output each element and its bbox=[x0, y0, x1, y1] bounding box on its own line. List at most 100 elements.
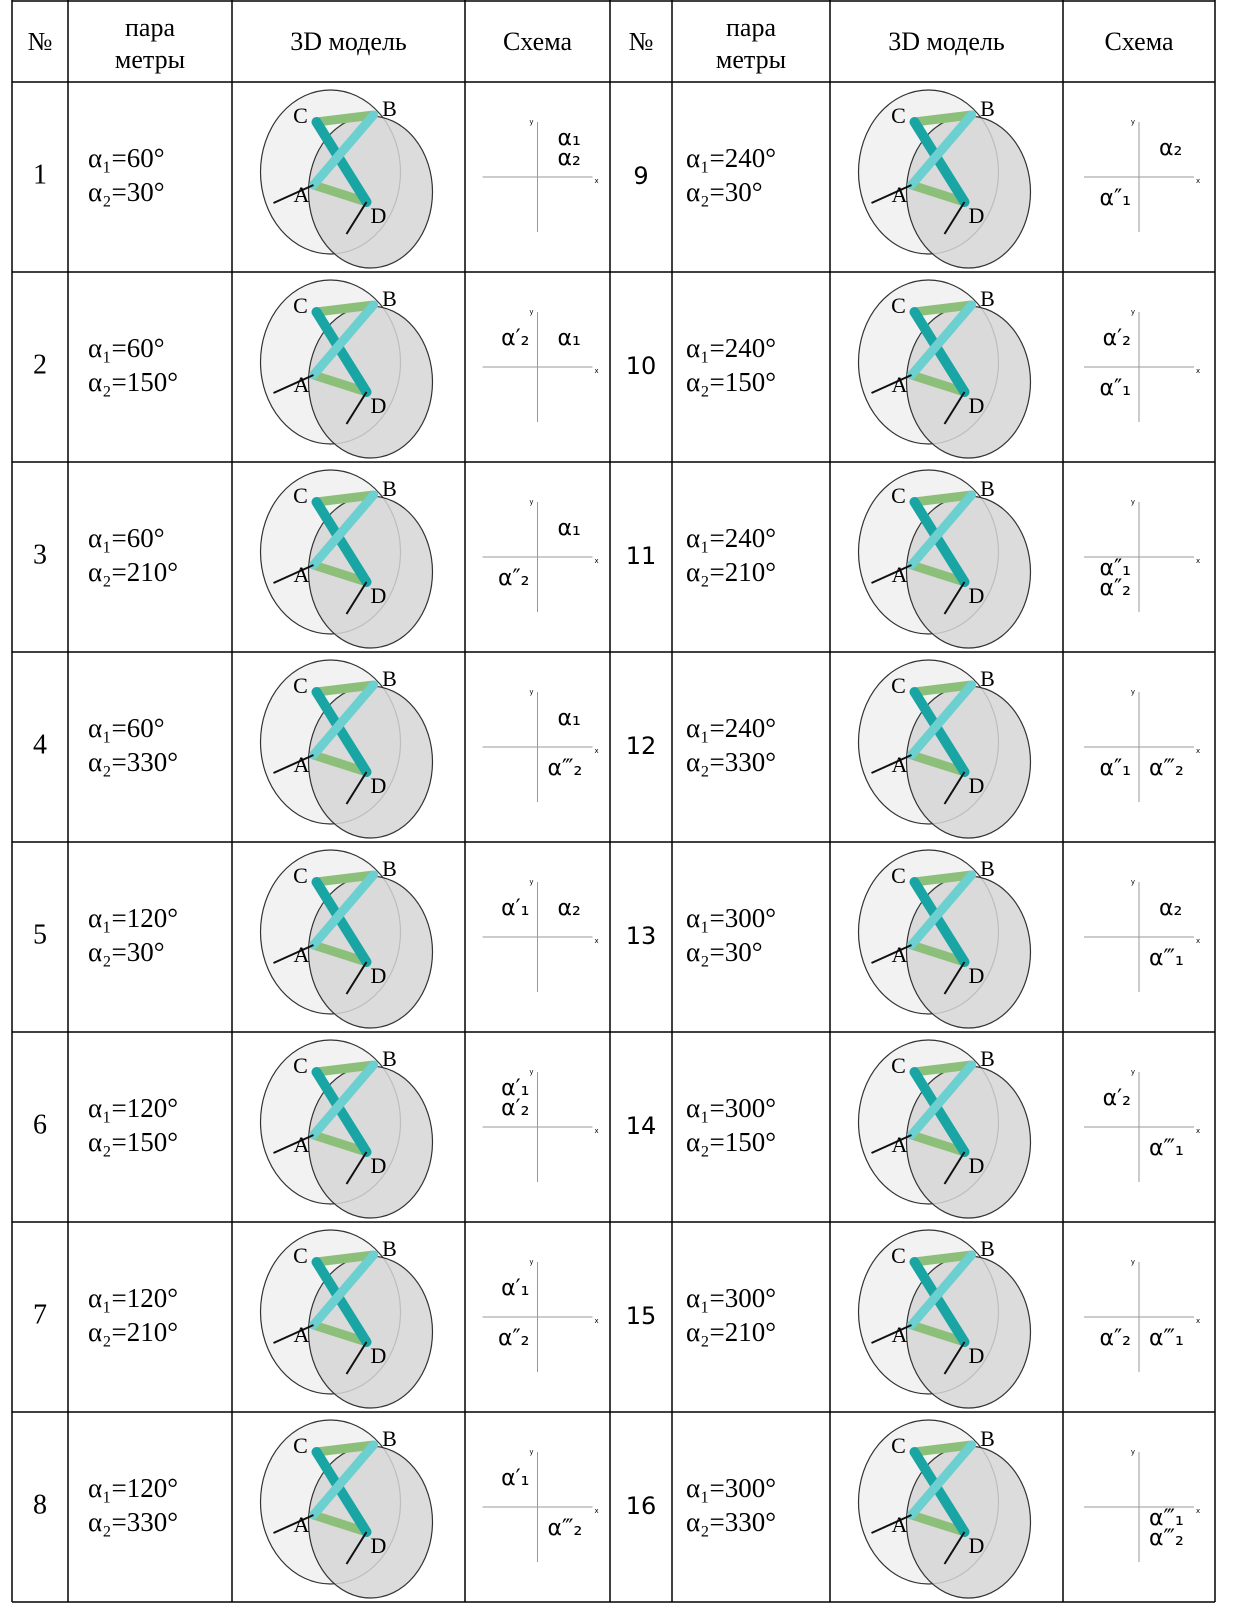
param: α₂=330° bbox=[686, 1507, 776, 1537]
scheme-label: α‴₁ bbox=[1149, 1326, 1184, 1351]
header-params: метры bbox=[115, 45, 185, 74]
param: α₂=210° bbox=[686, 1317, 776, 1347]
model-label: B bbox=[382, 96, 397, 121]
model-label: A bbox=[892, 1132, 908, 1157]
model-label: B bbox=[382, 1046, 397, 1071]
model-label: B bbox=[980, 856, 995, 881]
scheme-label: α″₂ bbox=[498, 566, 530, 591]
axis-label: y bbox=[529, 308, 533, 316]
row-number: 5 bbox=[33, 919, 47, 950]
param: α₂=30° bbox=[686, 937, 763, 967]
model-figure: ABCD bbox=[261, 470, 433, 648]
model-label: D bbox=[969, 393, 985, 418]
model-label: D bbox=[371, 1343, 387, 1368]
param: α₂=330° bbox=[88, 747, 178, 777]
model-label: B bbox=[980, 286, 995, 311]
model-label: C bbox=[891, 483, 906, 508]
param: α₁=120° bbox=[88, 1473, 178, 1503]
header-params: пара bbox=[726, 13, 776, 42]
scheme-label: α‴₂ bbox=[548, 1516, 583, 1541]
axis-label: x bbox=[595, 1127, 599, 1135]
axis-label: x bbox=[1196, 1127, 1200, 1135]
scheme-label: α‴₂ bbox=[1149, 756, 1184, 781]
header-params: метры bbox=[716, 45, 786, 74]
axis-label: x bbox=[1196, 557, 1200, 565]
model-label: D bbox=[371, 773, 387, 798]
model-label: A bbox=[892, 1322, 908, 1347]
param: α₁=60° bbox=[88, 143, 165, 173]
axis-label: x bbox=[1196, 177, 1200, 185]
scheme-label: α′₁ bbox=[501, 1466, 529, 1491]
model-label: B bbox=[382, 856, 397, 881]
param: α₁=240° bbox=[686, 713, 776, 743]
axis-label: y bbox=[529, 498, 533, 506]
model-label: D bbox=[371, 203, 387, 228]
model-label: B bbox=[980, 1236, 995, 1261]
scheme-label: α′₂ bbox=[501, 1096, 529, 1121]
model-figure: ABCD bbox=[859, 1420, 1031, 1598]
axis-label: y bbox=[1131, 308, 1135, 316]
model-label: B bbox=[382, 1236, 397, 1261]
model-label: A bbox=[294, 182, 310, 207]
scheme-label: α″₂ bbox=[1099, 576, 1131, 601]
row-number: 6 bbox=[33, 1109, 47, 1140]
param: α₂=210° bbox=[686, 557, 776, 587]
model-label: D bbox=[969, 1153, 985, 1178]
model-label: D bbox=[969, 773, 985, 798]
scheme-label: α′₂ bbox=[501, 326, 529, 351]
header-params: пара bbox=[125, 13, 175, 42]
model-label: D bbox=[969, 1533, 985, 1558]
model-label: D bbox=[969, 1343, 985, 1368]
header-model: 3D модель bbox=[888, 27, 1005, 56]
model-label: C bbox=[293, 1433, 308, 1458]
row-number: 8 bbox=[33, 1489, 47, 1520]
scheme-label: α₂ bbox=[558, 896, 581, 921]
param: α₁=120° bbox=[88, 1283, 178, 1313]
model-label: A bbox=[892, 1512, 908, 1537]
axis-label: x bbox=[595, 367, 599, 375]
model-figure: ABCD bbox=[859, 280, 1031, 458]
model-label: D bbox=[969, 203, 985, 228]
model-label: A bbox=[892, 752, 908, 777]
page: {"table": { "header": {"num": "№", "para… bbox=[0, 0, 1245, 1608]
model-label: C bbox=[293, 293, 308, 318]
model-label: D bbox=[371, 393, 387, 418]
axis-label: y bbox=[1131, 498, 1135, 506]
header-scheme: Схема bbox=[1104, 27, 1174, 56]
header-num: № bbox=[629, 27, 654, 56]
axis-label: x bbox=[1196, 367, 1200, 375]
param: α₂=30° bbox=[686, 177, 763, 207]
model-label: A bbox=[294, 1512, 310, 1537]
scheme-label: α₁ bbox=[558, 516, 581, 541]
axis-label: x bbox=[595, 937, 599, 945]
model-label: A bbox=[892, 372, 908, 397]
param: α₂=150° bbox=[686, 367, 776, 397]
scheme-label: α₂ bbox=[558, 146, 581, 171]
param: α₁=120° bbox=[88, 903, 178, 933]
model-label: C bbox=[891, 863, 906, 888]
scheme-label: α″₁ bbox=[1099, 186, 1131, 211]
model-figure: ABCD bbox=[859, 850, 1031, 1028]
axis-label: y bbox=[529, 1448, 533, 1456]
row-number: 4 bbox=[33, 729, 47, 760]
param: α₁=300° bbox=[686, 1283, 776, 1313]
scheme-label: α₂ bbox=[1159, 896, 1182, 921]
row-number: 3 bbox=[33, 539, 47, 570]
header-model: 3D модель bbox=[290, 27, 407, 56]
row-number: 9 bbox=[633, 162, 648, 190]
axis-label: y bbox=[1131, 1258, 1135, 1266]
param: α₂=330° bbox=[88, 1507, 178, 1537]
model-figure: ABCD bbox=[261, 90, 433, 268]
param: α₁=60° bbox=[88, 713, 165, 743]
param: α₂=150° bbox=[686, 1127, 776, 1157]
scheme-label: α‴₁ bbox=[1149, 946, 1184, 971]
model-label: D bbox=[371, 1153, 387, 1178]
param: α₂=30° bbox=[88, 177, 165, 207]
model-label: D bbox=[969, 583, 985, 608]
scheme-label: α″₂ bbox=[1099, 1326, 1131, 1351]
param: α₁=300° bbox=[686, 1473, 776, 1503]
scheme-label: α″₁ bbox=[1099, 376, 1131, 401]
model-label: C bbox=[891, 1243, 906, 1268]
